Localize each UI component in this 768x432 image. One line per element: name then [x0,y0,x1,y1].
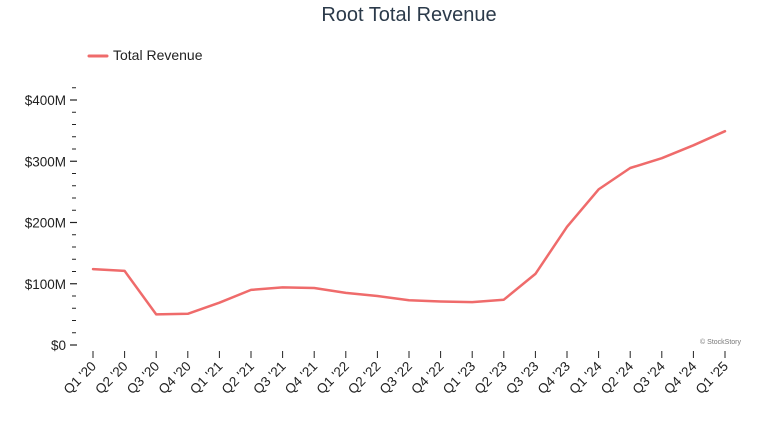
legend: Total Revenue [87,47,203,63]
series-line-total-revenue [91,129,727,316]
x-tick-label: Q4 '21 [282,359,320,397]
legend-label: Total Revenue [113,47,203,63]
x-tick-label: Q2 '22 [345,359,383,397]
y-axis: $0 $100M $200M $300M $400M [25,87,77,353]
x-tick-label: Q2 '21 [219,359,257,397]
x-tick-label: Q1 '24 [566,358,605,397]
x-tick-label: Q1 '25 [693,359,731,397]
x-tick-label: Q2 '23 [471,359,509,397]
x-tick-label: Q2 '24 [598,358,637,397]
x-tick-label: Q2 '20 [92,359,130,397]
x-tick-label: Q1 '21 [187,359,225,397]
watermark: © StockStory [700,338,741,346]
x-tick-label: Q4 '22 [408,359,446,397]
x-tick-label: Q3 '23 [503,359,541,397]
y-tick-label: $400M [25,93,66,108]
x-tick-label: Q4 '20 [155,359,193,397]
x-tick-label: Q4 '23 [535,359,573,397]
y-tick-label: $0 [51,338,66,353]
chart-title: Root Total Revenue [321,4,496,26]
x-tick-label: Q1 '22 [313,359,351,397]
y-tick-label: $100M [25,277,66,292]
x-tick-label: Q3 '20 [124,359,162,397]
x-tick-label: Q3 '22 [377,359,415,397]
series-layer [91,129,727,316]
y-tick-label: $300M [25,154,66,169]
x-tick-label: Q3 '21 [250,359,288,397]
y-tick-label: $200M [25,216,66,231]
x-tick-label: Q1 '20 [61,359,99,397]
x-tick-label: Q1 '23 [440,359,478,397]
x-tick-label: Q3 '24 [629,358,668,397]
x-tick-label: Q4 '24 [661,358,700,397]
